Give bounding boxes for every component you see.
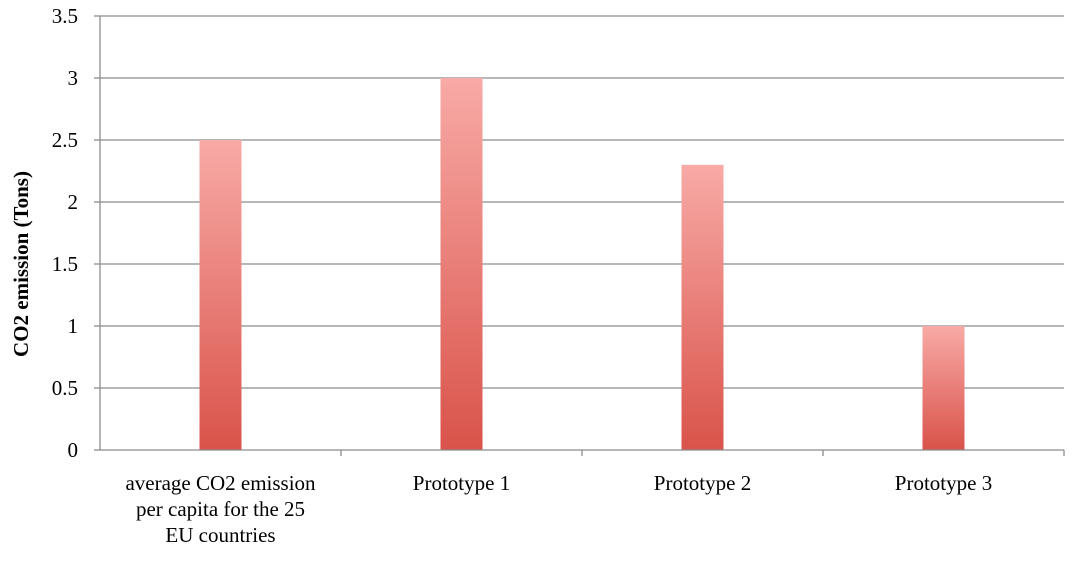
bar [440, 78, 483, 450]
y-tick-label: 3.5 [52, 4, 78, 28]
y-tick-label: 1.5 [52, 252, 78, 276]
bars [199, 78, 965, 451]
y-tick-label: 3 [68, 66, 79, 90]
y-tick-label: 2 [68, 190, 79, 214]
x-category-label-line: EU countries [165, 523, 275, 547]
x-category-label-line: Prototype 2 [654, 471, 751, 495]
x-category-label-line: average CO2 emission [125, 471, 316, 495]
y-tick-label: 0.5 [52, 376, 78, 400]
x-category-label-line: Prototype 1 [413, 471, 510, 495]
x-category-label: average CO2 emission per capita for the 2… [125, 471, 316, 547]
y-tick-label: 2.5 [52, 128, 78, 152]
y-tick-label: 0 [68, 438, 79, 462]
x-category-label: Prototype 1 [413, 471, 510, 495]
axes [94, 15, 1065, 456]
bar [922, 326, 965, 450]
labels: 0 0.5 1 1.5 2 2.5 3 3.5 average CO2 emission per … [52, 4, 992, 547]
x-category-label-line: per capita for the 25 [136, 497, 305, 521]
x-category-label: Prototype 2 [654, 471, 751, 495]
y-axis-title: CO2 emission (Tons) [9, 171, 33, 357]
bar [681, 164, 724, 451]
x-category-label-line: Prototype 3 [895, 471, 992, 495]
y-tick-label: 1 [68, 314, 79, 338]
gridlines [100, 15, 1064, 389]
x-category-label: Prototype 3 [895, 471, 992, 495]
bar [199, 140, 242, 450]
